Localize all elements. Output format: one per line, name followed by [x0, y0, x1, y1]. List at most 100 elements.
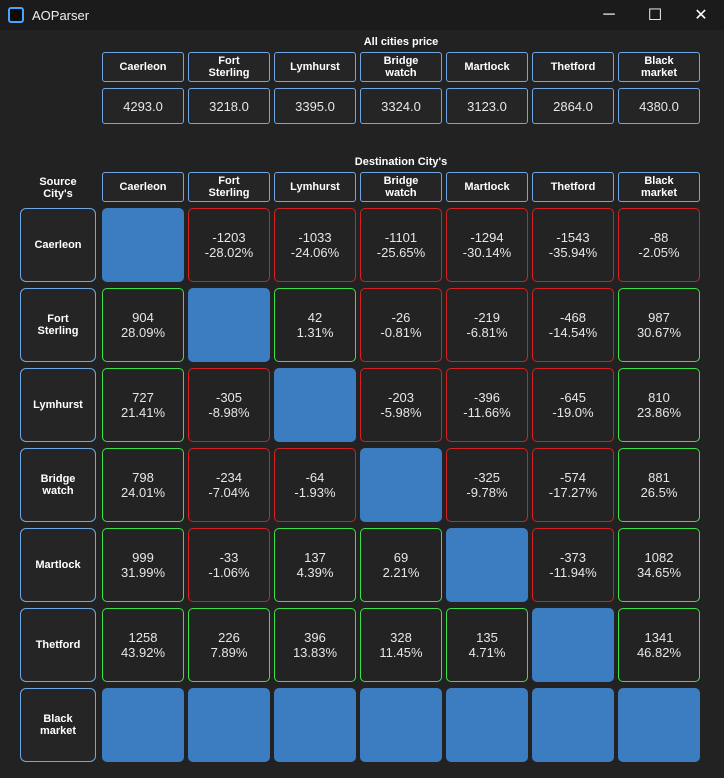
price-header-black-market: Black market: [618, 52, 700, 82]
route-cell: -574 -17.27%: [532, 448, 614, 522]
route-cell: -1033 -24.06%: [274, 208, 356, 282]
route-cell: 987 30.67%: [618, 288, 700, 362]
route-percent: -9.78%: [466, 485, 508, 500]
route-percent: 13.83%: [292, 645, 338, 660]
route-percent: 7.89%: [210, 645, 248, 660]
route-diff: 137: [304, 550, 326, 565]
window-controls: ─ ☐ ✕: [586, 0, 724, 30]
route-diff: 798: [132, 470, 154, 485]
maximize-button[interactable]: ☐: [647, 7, 663, 24]
route-diff: 881: [648, 470, 670, 485]
route-percent: 11.45%: [379, 645, 423, 660]
dest-header-caerleon: Caerleon: [102, 172, 184, 202]
route-cell: -396 -11.66%: [446, 368, 528, 442]
price-header-caerleon: Caerleon: [102, 52, 184, 82]
route-percent: -30.14%: [462, 245, 512, 260]
route-diff: -1203: [212, 230, 246, 245]
route-cell-empty: [188, 288, 270, 362]
route-percent: 23.86%: [636, 405, 682, 420]
price-value-fort-sterling: 3218.0: [188, 88, 270, 124]
close-button[interactable]: ✕: [694, 7, 708, 24]
route-cell-empty: [532, 688, 614, 762]
route-diff: 42: [307, 310, 323, 325]
dest-header-fort-sterling: Fort Sterling: [188, 172, 270, 202]
route-cell: 328 11.45%: [360, 608, 442, 682]
source-header-caerleon: Caerleon: [20, 208, 96, 282]
price-value-black-market: 4380.0: [618, 88, 700, 124]
route-percent: -2.05%: [638, 245, 680, 260]
route-cell: 1082 34.65%: [618, 528, 700, 602]
source-header-thetford: Thetford: [20, 608, 96, 682]
dest-header-thetford: Thetford: [532, 172, 614, 202]
price-value-martlock: 3123.0: [446, 88, 528, 124]
route-cell: -203 -5.98%: [360, 368, 442, 442]
route-cell: 69 2.21%: [360, 528, 442, 602]
dest-header-martlock: Martlock: [446, 172, 528, 202]
route-percent: 43.92%: [120, 645, 166, 660]
route-percent: -11.66%: [463, 405, 511, 420]
route-diff: -1033: [298, 230, 332, 245]
route-cell-empty: [102, 688, 184, 762]
route-percent: -24.06%: [290, 245, 340, 260]
route-diff: 1258: [128, 630, 158, 645]
route-cell-empty: [532, 608, 614, 682]
price-header-lymhurst: Lymhurst: [274, 52, 356, 82]
route-diff: -33: [219, 550, 239, 565]
price-header-bridge-watch: Bridge watch: [360, 52, 442, 82]
route-percent: 24.01%: [120, 485, 166, 500]
route-percent: 4.71%: [468, 645, 506, 660]
app-icon: [8, 7, 24, 23]
route-cell: -219 -6.81%: [446, 288, 528, 362]
route-diff: 135: [476, 630, 498, 645]
price-value-lymhurst: 3395.0: [274, 88, 356, 124]
route-diff: 1341: [644, 630, 674, 645]
route-diff: 999: [132, 550, 154, 565]
route-cell: -305 -8.98%: [188, 368, 270, 442]
route-cell: -373 -11.94%: [532, 528, 614, 602]
route-diff: -373: [559, 550, 587, 565]
route-cell: 1341 46.82%: [618, 608, 700, 682]
route-diff: -203: [387, 390, 415, 405]
price-value-thetford: 2864.0: [532, 88, 614, 124]
route-cell-empty: [446, 528, 528, 602]
route-diff: -1294: [470, 230, 504, 245]
price-header-martlock: Martlock: [446, 52, 528, 82]
route-diff: -325: [473, 470, 501, 485]
route-cell: -26 -0.81%: [360, 288, 442, 362]
route-diff: -305: [215, 390, 243, 405]
route-diff: -645: [559, 390, 587, 405]
route-cell: -1203 -28.02%: [188, 208, 270, 282]
route-diff: -1101: [384, 230, 418, 245]
route-cell-empty: [188, 688, 270, 762]
dest-header-bridge-watch: Bridge watch: [360, 172, 442, 202]
minimize-button[interactable]: ─: [603, 6, 615, 23]
route-cell-empty: [274, 688, 356, 762]
route-diff: -26: [391, 310, 411, 325]
route-percent: 2.21%: [382, 565, 420, 580]
dest-header-lymhurst: Lymhurst: [274, 172, 356, 202]
route-cell: 999 31.99%: [102, 528, 184, 602]
route-diff: 904: [132, 310, 154, 325]
source-cities-label: Source City's: [39, 176, 77, 200]
route-percent: 4.39%: [296, 565, 334, 580]
price-value-bridge-watch: 3324.0: [360, 88, 442, 124]
route-diff: -1543: [556, 230, 590, 245]
route-diff: 328: [390, 630, 412, 645]
dest-header-black-market: Black market: [618, 172, 700, 202]
route-cell: -33 -1.06%: [188, 528, 270, 602]
route-cell-empty: [274, 368, 356, 442]
price-header-thetford: Thetford: [532, 52, 614, 82]
route-percent: 21.41%: [120, 405, 166, 420]
route-cell: -645 -19.0%: [532, 368, 614, 442]
route-cell-empty: [102, 208, 184, 282]
route-percent: 1.31%: [296, 325, 334, 340]
route-diff: -88: [649, 230, 669, 245]
route-cell: 135 4.71%: [446, 608, 528, 682]
route-diff: 810: [648, 390, 670, 405]
route-diff: -396: [473, 390, 501, 405]
route-diff: 226: [218, 630, 240, 645]
route-diff: -219: [473, 310, 501, 325]
route-percent: -0.81%: [380, 325, 422, 340]
route-percent: 46.82%: [636, 645, 682, 660]
route-diff: -574: [559, 470, 587, 485]
